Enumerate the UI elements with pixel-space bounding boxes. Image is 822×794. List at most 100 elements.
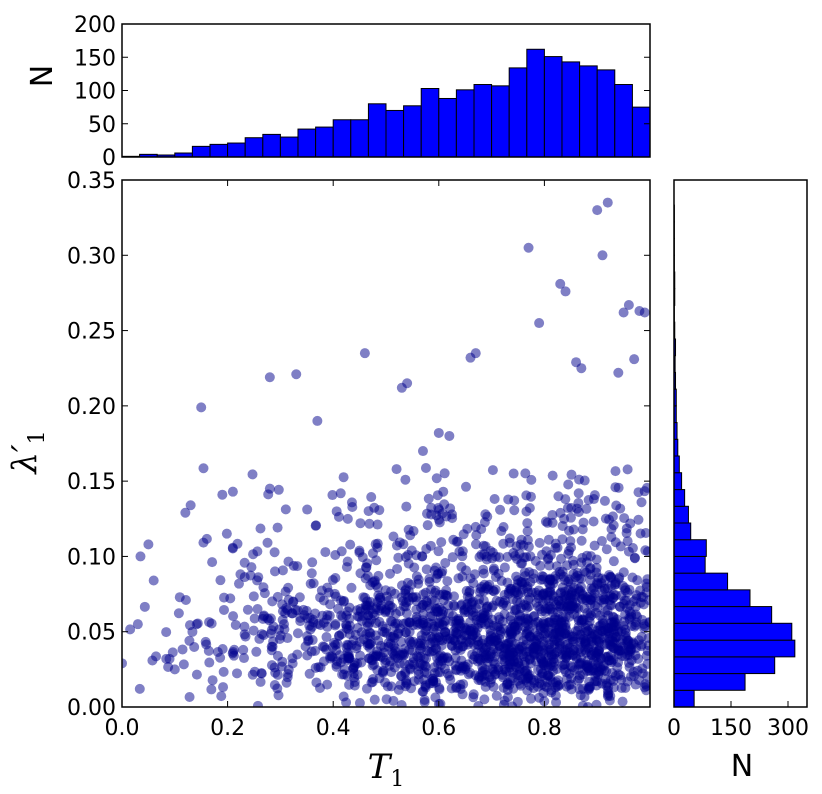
scatter-point — [336, 595, 347, 606]
scatter-point — [348, 663, 359, 674]
scatter-point — [247, 469, 258, 480]
scatter-point — [426, 646, 437, 657]
scatter-point — [576, 535, 587, 546]
scatter-point — [425, 540, 436, 551]
scatter-point — [621, 595, 632, 606]
scatter-point — [613, 669, 624, 680]
scatter-y-tick-label: 0.00 — [67, 696, 116, 721]
scatter-x-tick-label: 0.4 — [316, 716, 351, 741]
top-histogram-bar — [262, 133, 281, 158]
scatter-point — [253, 572, 264, 583]
scatter-point — [425, 678, 436, 689]
scatter-point — [184, 620, 195, 631]
scatter-point — [375, 640, 386, 651]
scatter-point — [451, 682, 462, 693]
right-histogram-frame — [673, 179, 808, 708]
scatter-point — [327, 490, 338, 501]
scatter-point — [143, 539, 154, 550]
scatter-point — [148, 575, 159, 586]
scatter-point — [235, 569, 246, 580]
scatter-point — [557, 612, 568, 623]
right-x-tick-label: 0 — [667, 716, 681, 741]
scatter-point — [568, 644, 579, 655]
scatter-point — [607, 511, 618, 522]
top-histogram-bar — [543, 56, 563, 158]
scatter-point — [225, 593, 236, 604]
scatter-point — [513, 647, 524, 658]
scatter-point — [277, 614, 288, 625]
scatter-point — [585, 563, 596, 574]
scatter-point — [435, 698, 446, 707]
scatter-point — [528, 648, 539, 659]
scatter-point — [463, 669, 474, 680]
scatter-x-tick-label: 0.0 — [105, 716, 140, 741]
scatter-point — [385, 616, 396, 627]
scatter-point — [433, 546, 444, 557]
scatter-point — [437, 635, 448, 646]
scatter-point — [307, 557, 318, 568]
scatter-point — [521, 506, 532, 517]
right-histogram-bar — [673, 455, 680, 474]
scatter-point — [567, 634, 578, 645]
scatter-point — [604, 695, 615, 706]
top-histogram-bar — [385, 109, 405, 158]
scatter-point — [471, 530, 482, 541]
scatter-point — [277, 656, 288, 667]
scatter-point — [375, 594, 386, 605]
scatter-point — [457, 551, 468, 562]
scatter-point — [381, 694, 392, 705]
scatter-point — [302, 504, 313, 515]
top-histogram-y-axis-label: N — [25, 65, 60, 87]
scatter-y-tick-label: 0.10 — [67, 545, 116, 570]
scatter-point — [632, 575, 643, 586]
scatter-point — [322, 679, 333, 690]
scatter-point — [474, 653, 485, 664]
scatter-point — [627, 543, 638, 554]
scatter-point — [249, 613, 260, 624]
scatter-point — [634, 675, 645, 686]
top-y-tick-label: 100 — [74, 80, 116, 105]
scatter-point — [579, 603, 590, 614]
scatter-y-tick-label: 0.25 — [67, 320, 116, 345]
scatter-point — [413, 674, 424, 685]
scatter-point — [623, 299, 634, 310]
scatter-point — [425, 638, 436, 649]
scatter-point — [385, 568, 396, 579]
scatter-point — [608, 556, 619, 567]
scatter-point — [218, 666, 229, 677]
scatter-point — [474, 552, 485, 563]
scatter-point — [147, 655, 158, 666]
scatter-point — [288, 560, 299, 571]
top-y-tick-label: 200 — [74, 13, 116, 38]
scatter-point — [553, 491, 564, 502]
scatter-point — [582, 655, 593, 666]
scatter-point — [599, 495, 610, 506]
scatter-point — [413, 638, 424, 649]
right-histogram-x-ticks: 0 150 300 — [667, 701, 809, 741]
scatter-point — [515, 539, 526, 550]
scatter-point — [610, 466, 621, 477]
scatter-point — [642, 546, 650, 557]
scatter-point — [640, 527, 650, 538]
scatter-point — [639, 486, 650, 497]
scatter-point — [550, 542, 561, 553]
scatter-point — [266, 660, 277, 671]
scatter-point — [512, 696, 523, 707]
scatter-point — [354, 698, 365, 707]
scatter-point — [196, 402, 207, 413]
scatter-point — [342, 556, 353, 567]
scatter-point — [239, 621, 250, 632]
scatter-point — [525, 577, 536, 588]
scatter-point — [332, 638, 343, 649]
right-histogram-bar — [673, 589, 751, 608]
top-histogram-bar — [420, 88, 440, 158]
scatter-point — [478, 564, 489, 575]
top-histogram-bar — [455, 89, 475, 158]
scatter-point — [444, 430, 455, 441]
scatter-point — [560, 647, 571, 658]
scatter-point — [281, 677, 292, 688]
scatter-point — [282, 668, 293, 679]
scatter-point — [272, 669, 283, 680]
scatter-point — [400, 668, 411, 679]
scatter-point — [408, 526, 419, 537]
